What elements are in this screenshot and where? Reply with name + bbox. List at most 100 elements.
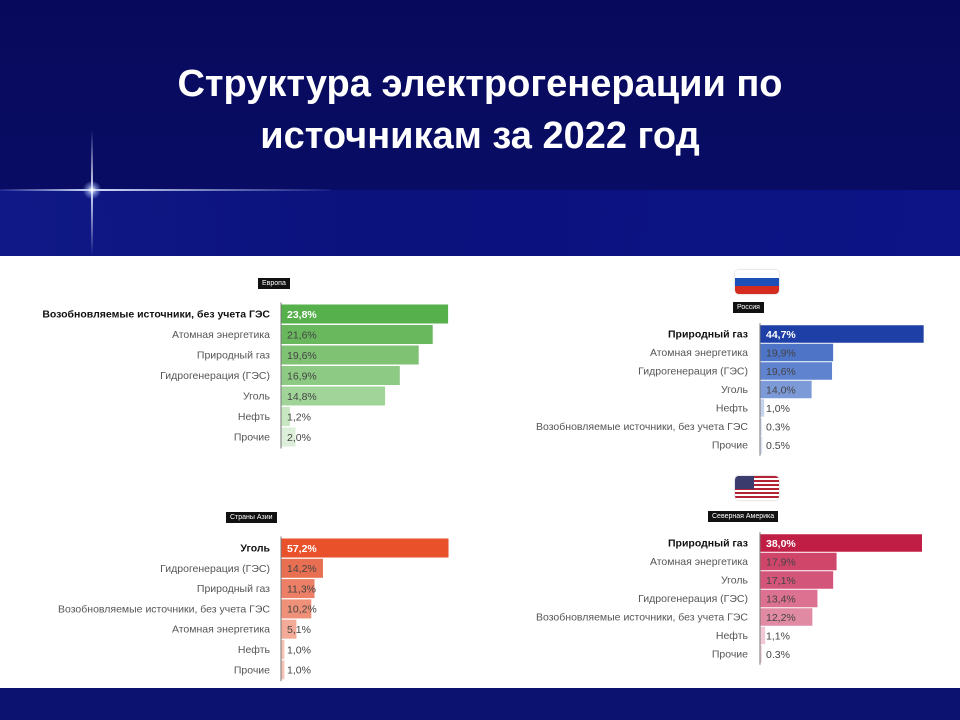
- bar-europe-1: [281, 325, 433, 344]
- bar-asia-4: [281, 619, 297, 639]
- value-label-asia-0: 57,2%: [287, 543, 317, 555]
- bar-asia-0: [281, 538, 449, 558]
- bar-europe-3: [281, 366, 400, 385]
- region-tag-north-america: Северная Америка: [708, 511, 779, 522]
- category-label-russia-6: Прочие: [712, 440, 748, 452]
- bar-russia-0: [760, 325, 924, 343]
- charts-svg: Возобновляемые источники, без учета ГЭС 2…: [42, 302, 924, 682]
- bar-europe-2: [281, 345, 419, 365]
- bar-north-america-6: [760, 645, 762, 663]
- value-label-russia-3: 14,0%: [766, 384, 796, 396]
- slide-title-line-2: источникам за 2022 год: [260, 115, 700, 157]
- value-label-north-america-0: 38,0%: [766, 538, 796, 550]
- category-label-europe-6: Прочие: [234, 432, 270, 444]
- chart-north-america: Природный газ 38,0% Атомная энергетика 17,9…: [536, 532, 922, 665]
- bar-europe-4: [281, 386, 386, 406]
- region-tag-asia: Страны Азии: [226, 512, 277, 523]
- category-label-russia-3: Уголь: [721, 384, 749, 396]
- bar-asia-5: [281, 640, 285, 659]
- value-label-north-america-5: 1,1%: [766, 630, 790, 642]
- light-flare-center: [82, 181, 102, 199]
- value-label-europe-0: 23,8%: [287, 309, 317, 321]
- bar-north-america-0: [760, 534, 922, 552]
- chart-asia: Уголь 57,2% Гидрогенерация (ГЭС) 14,2% Приро…: [58, 536, 449, 682]
- region-tag-russia: Россия: [733, 302, 764, 313]
- category-label-asia-6: Прочие: [234, 664, 270, 676]
- category-label-russia-4: Нефть: [716, 403, 749, 415]
- light-flare-horizontal: [0, 189, 330, 191]
- value-label-europe-3: 16,9%: [287, 370, 317, 382]
- decorative-band: [0, 190, 960, 256]
- category-label-north-america-6: Прочие: [712, 649, 748, 661]
- bar-asia-1: [281, 558, 323, 578]
- bar-europe-5: [281, 407, 290, 426]
- category-label-asia-4: Атомная энергетика: [172, 624, 270, 636]
- value-label-north-america-2: 17,1%: [766, 575, 796, 587]
- bar-asia-2: [281, 579, 315, 599]
- russia-flag-icon: [735, 270, 779, 294]
- category-label-asia-5: Нефть: [238, 644, 271, 656]
- value-label-north-america-1: 17,9%: [766, 556, 796, 568]
- category-label-north-america-2: Уголь: [721, 575, 749, 587]
- value-label-russia-5: 0.3%: [766, 421, 790, 433]
- bar-asia-3: [281, 599, 312, 619]
- value-label-asia-6: 1,0%: [287, 665, 311, 677]
- value-label-asia-1: 14,2%: [287, 563, 317, 575]
- category-label-asia-3: Возобновляемые источники, без учета ГЭС: [58, 603, 270, 615]
- category-label-north-america-4: Возобновляемые источники, без учета ГЭС: [536, 612, 748, 624]
- category-label-russia-0: Природный газ: [668, 329, 748, 341]
- category-label-europe-5: Нефть: [238, 411, 271, 423]
- category-label-asia-0: Уголь: [240, 543, 270, 555]
- category-label-north-america-0: Природный газ: [668, 538, 748, 550]
- charts-panel: Европа Россия Страны Азии Северная Амери…: [0, 256, 960, 688]
- value-label-asia-3: 10,2%: [287, 604, 317, 616]
- category-label-europe-2: Природный газ: [197, 350, 270, 362]
- value-label-asia-2: 11,3%: [287, 583, 316, 595]
- bar-russia-3: [760, 380, 812, 399]
- value-label-europe-5: 1,2%: [287, 411, 311, 423]
- value-label-north-america-6: 0.3%: [766, 649, 790, 661]
- category-label-north-america-1: Атомная энергетика: [650, 556, 748, 568]
- category-label-europe-4: Уголь: [243, 391, 271, 403]
- slide-title-line-1: Структура электрогенерации по: [177, 63, 783, 105]
- usa-flag-canton: [735, 476, 754, 489]
- category-label-asia-2: Природный газ: [197, 583, 270, 595]
- bar-asia-6: [281, 660, 285, 680]
- region-tag-europe: Европа: [258, 278, 290, 289]
- bar-north-america-3: [760, 589, 818, 608]
- category-label-russia-5: Возобновляемые источники, без учета ГЭС: [536, 421, 748, 433]
- value-label-north-america-3: 13,4%: [766, 593, 796, 605]
- bar-russia-5: [760, 417, 762, 436]
- bar-russia-4: [760, 399, 765, 417]
- value-label-russia-1: 19,9%: [766, 347, 796, 359]
- value-label-europe-4: 14,8%: [287, 391, 317, 403]
- value-label-north-america-4: 12,2%: [766, 612, 796, 624]
- bar-north-america-2: [760, 571, 834, 589]
- bar-europe-6: [281, 427, 296, 447]
- value-label-europe-6: 2,0%: [287, 432, 311, 444]
- category-label-europe-3: Гидрогенерация (ГЭС): [160, 370, 270, 382]
- bar-north-america-1: [760, 552, 837, 571]
- chart-europe: Возобновляемые источники, без учета ГЭС 2…: [42, 302, 449, 449]
- bar-north-america-4: [760, 608, 813, 626]
- value-label-asia-4: 5,1%: [287, 624, 311, 636]
- value-label-europe-2: 19,6%: [287, 350, 317, 362]
- value-label-russia-4: 1,0%: [766, 403, 790, 415]
- bar-europe-0: [281, 304, 449, 324]
- bar-russia-6: [760, 436, 763, 454]
- value-label-russia-6: 0.5%: [766, 440, 790, 452]
- category-label-russia-1: Атомная энергетика: [650, 347, 748, 359]
- category-label-north-america-5: Нефть: [716, 630, 749, 642]
- category-label-europe-0: Возобновляемые источники, без учета ГЭС: [42, 309, 270, 321]
- bottom-strip: [0, 688, 960, 720]
- value-label-europe-1: 21,6%: [287, 329, 317, 341]
- value-label-russia-0: 44,7%: [766, 329, 796, 341]
- value-label-asia-5: 1,0%: [287, 644, 311, 656]
- bar-russia-1: [760, 343, 834, 362]
- usa-flag-icon: [735, 476, 779, 500]
- bar-north-america-5: [760, 626, 766, 645]
- category-label-asia-1: Гидрогенерация (ГЭС): [160, 563, 270, 575]
- chart-russia: Природный газ 44,7% Атомная энергетика 19,9…: [536, 323, 924, 456]
- category-label-north-america-3: Гидрогенерация (ГЭС): [638, 593, 748, 605]
- value-label-russia-2: 19,6%: [766, 366, 796, 378]
